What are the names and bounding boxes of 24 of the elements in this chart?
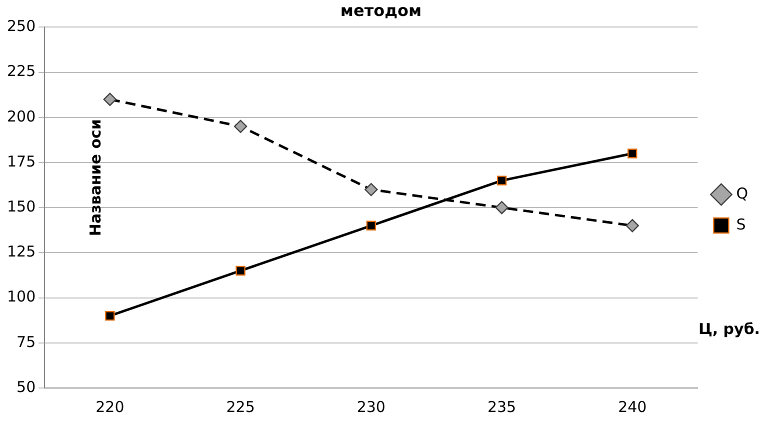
y-tick-label: 250 — [6, 17, 36, 36]
y-tick-label: 75 — [16, 332, 36, 351]
y-tick-label: 150 — [6, 197, 36, 216]
y-tick-label: 225 — [6, 62, 36, 80]
legend-label: Q — [736, 184, 748, 202]
x-tick-label: 225 — [226, 398, 255, 416]
y-tick-label: 50 — [16, 378, 36, 396]
legend-label: S — [736, 215, 746, 234]
y-tick-label: 175 — [6, 152, 36, 170]
x-tick-label: 220 — [96, 398, 124, 416]
point — [496, 176, 507, 186]
x-tick-label: 235 — [487, 398, 516, 416]
chart-title: методом — [340, 0, 422, 20]
point — [236, 266, 246, 276]
y-tick-label: 100 — [6, 288, 36, 306]
y-axis-title: Название оси — [86, 119, 105, 236]
point — [105, 311, 115, 321]
x-tick-label: 230 — [356, 398, 386, 416]
point — [366, 220, 376, 230]
point — [628, 148, 638, 158]
x-axis-title: Ц, руб. — [698, 320, 760, 338]
x-tick-label: 240 — [618, 398, 647, 416]
y-tick-label: 200 — [6, 107, 36, 126]
y-tick-label: 125 — [6, 242, 36, 261]
